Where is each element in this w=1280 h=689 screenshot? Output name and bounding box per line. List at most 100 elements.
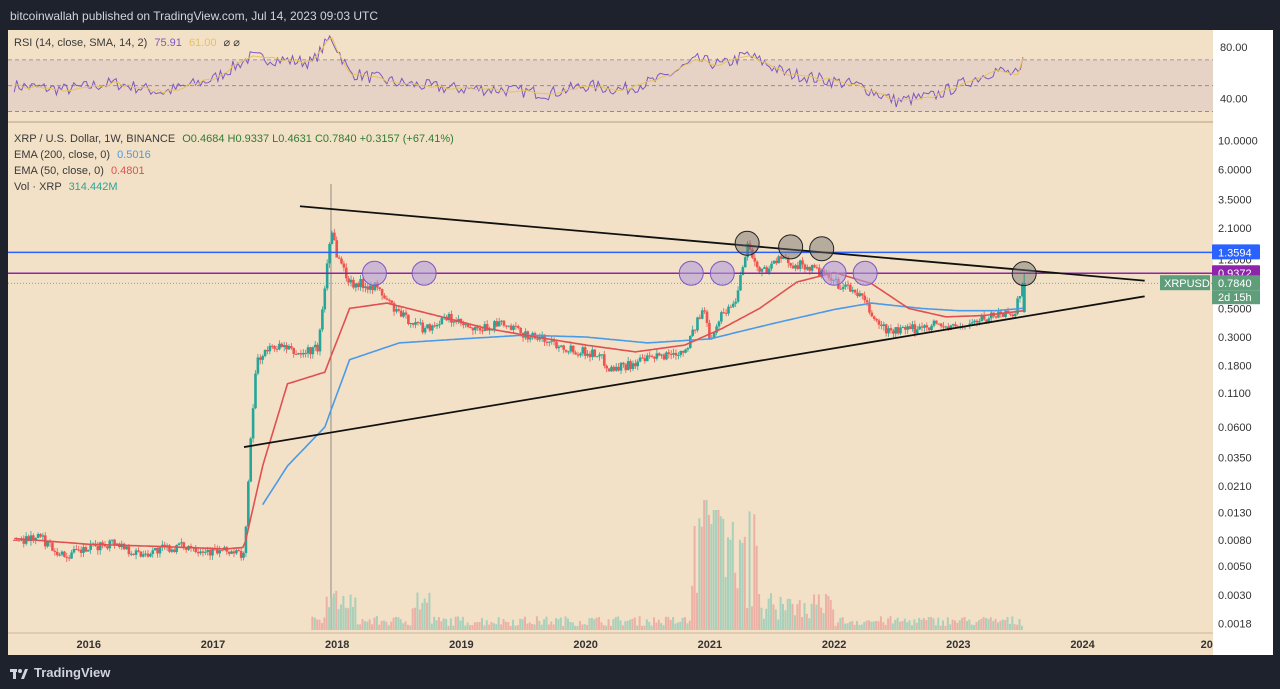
candle-body [1021, 283, 1024, 297]
volume-bar [657, 619, 660, 630]
price-tick-label: 0.0050 [1218, 561, 1252, 573]
footer-bar: TradingView [0, 655, 1280, 689]
volume-bar [925, 620, 928, 630]
ema200-legend[interactable]: EMA (200, close, 0) 0.5016 [14, 149, 151, 161]
volume-bar [887, 618, 890, 630]
ema50-legend[interactable]: EMA (50, close, 0) 0.4801 [14, 165, 145, 177]
resistance-touch-marker [852, 260, 878, 286]
volume-bar [631, 618, 634, 630]
volume-bar [667, 616, 670, 630]
candle-body [617, 366, 620, 371]
candle-body [416, 322, 420, 324]
volume-bar [469, 625, 472, 630]
trendline-descending [299, 205, 1145, 282]
candle-body [746, 243, 749, 258]
candle-body [199, 551, 202, 554]
volume-bar [464, 625, 467, 630]
volume-bar [454, 616, 457, 630]
candle-body [629, 361, 632, 369]
candle-body [172, 549, 176, 552]
candle-body [70, 552, 73, 559]
rsi-pane [8, 34, 1213, 123]
candle-body [672, 352, 675, 355]
resistance-touch-marker [411, 260, 437, 286]
candle-body [507, 325, 511, 327]
price-axis[interactable] [1213, 30, 1273, 655]
candle-body [137, 550, 140, 552]
candle-body [911, 324, 914, 330]
candle-body [947, 326, 950, 330]
candle-body [184, 548, 188, 550]
volume-bar [619, 620, 622, 630]
candle-body [275, 348, 279, 350]
candle-body [600, 354, 604, 356]
volume-bar [652, 617, 655, 630]
volume-bar [509, 625, 512, 630]
time-tick-label: 2021 [698, 639, 722, 651]
candle-body [591, 349, 594, 358]
candle-body [153, 548, 157, 551]
volume-bar [693, 525, 696, 630]
candle-body [564, 349, 568, 352]
volume-bar [827, 595, 830, 630]
candle-body [736, 290, 740, 302]
candle-body [681, 350, 685, 353]
volume-bar [452, 625, 455, 630]
volume-bar [906, 622, 909, 630]
candle-body [860, 293, 864, 296]
price-tick-label: 0.0080 [1218, 535, 1252, 547]
volume-bar [691, 585, 694, 630]
candle-body [170, 549, 174, 552]
candle-body [438, 324, 441, 326]
time-tick-label: 2019 [449, 639, 473, 651]
candle-body [127, 546, 131, 555]
candle-body [218, 550, 221, 554]
time-tick-label: 2016 [77, 639, 101, 651]
candle-body [356, 283, 360, 288]
rsi-visibility-icons[interactable]: ⌀ ⌀ [223, 37, 240, 49]
volume-bar [562, 625, 565, 630]
volume-bar [416, 592, 419, 630]
tradingview-brand[interactable]: TradingView [10, 665, 110, 680]
volume-bar [989, 617, 992, 630]
volume-bar [822, 613, 825, 630]
volume-legend[interactable]: Vol · XRP 314.442M [14, 181, 118, 193]
candle-body [447, 313, 451, 321]
volume-bar [767, 598, 770, 630]
candle-body [705, 311, 709, 323]
candle-body [595, 356, 599, 358]
candle-body [110, 539, 114, 541]
candle-body [316, 344, 319, 352]
candle-body [75, 549, 78, 551]
volume-bar [433, 616, 436, 630]
candle-body [803, 264, 807, 270]
volume-bar [1008, 623, 1011, 630]
volume-bar [624, 621, 627, 630]
candle-body [34, 538, 38, 541]
candle-body [385, 298, 389, 300]
volume-bar [449, 618, 452, 630]
candle-body [485, 324, 489, 331]
rsi-legend[interactable]: RSI (14, close, SMA, 14, 2) 75.91 61.00 … [14, 36, 240, 49]
symbol-legend[interactable]: XRP / U.S. Dollar, 1W, BINANCE O0.4684 H… [14, 133, 454, 145]
volume-bar [392, 617, 395, 630]
volume-bar [337, 609, 340, 630]
volume-bar [781, 603, 784, 630]
candle-body [567, 351, 570, 353]
volume-bar [987, 619, 990, 630]
candle-body [801, 260, 804, 265]
rsi-line [13, 34, 1024, 108]
candle-body [430, 325, 434, 331]
volume-bar [557, 619, 560, 630]
price-tick-label: 0.5000 [1218, 303, 1252, 315]
ema50-label: EMA (50, close, 0) [14, 165, 104, 177]
rsi-legend-label: RSI (14, close, SMA, 14, 2) [14, 37, 148, 49]
candle-body [918, 326, 921, 330]
volume-bar [662, 625, 665, 630]
volume-bar [342, 595, 345, 630]
volume-bar [571, 622, 574, 630]
candle-body [84, 547, 88, 552]
candle-body [920, 326, 924, 328]
candle-body [569, 345, 573, 352]
